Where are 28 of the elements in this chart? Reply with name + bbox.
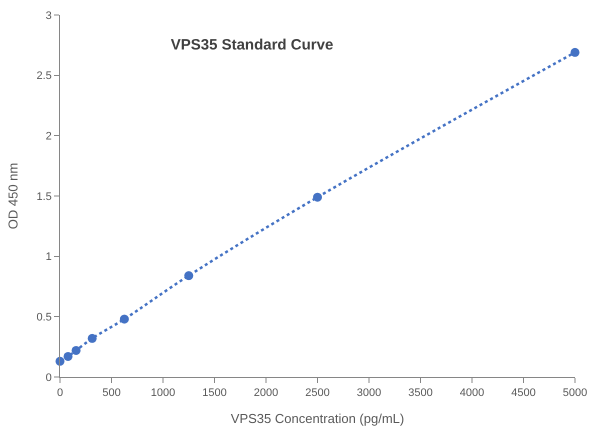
y-tick-label: 2 (46, 130, 52, 143)
x-tick-label: 4500 (511, 387, 536, 400)
point (313, 192, 322, 202)
point (88, 334, 97, 343)
y-tick-label: 3 (46, 10, 52, 22)
x-tick-label: 2000 (254, 387, 278, 400)
x-tick-label: 5000 (562, 387, 588, 400)
point (72, 346, 81, 355)
x-axis-title: VPS35 Concentration (pg/mL) (230, 410, 404, 426)
point (184, 271, 194, 280)
x-tick-label: 0 (56, 387, 64, 400)
x-tick-label: 500 (102, 387, 121, 400)
x-tick-label: 3000 (356, 387, 382, 400)
x-tick-label: 1500 (202, 387, 227, 400)
y-tick-label: 1 (46, 251, 52, 264)
text: VPS35 Standard Curve (170, 36, 334, 54)
x-tick-label: 3500 (408, 387, 433, 400)
y-tick-label: 0.5 (36, 312, 52, 324)
x-tick-label: 4000 (460, 387, 484, 400)
y-tick-label: 2.5 (36, 70, 52, 82)
x-tick-label: 2500 (305, 387, 330, 400)
point (120, 314, 129, 324)
x-tick-label: 1000 (150, 387, 176, 400)
point (64, 352, 73, 361)
y-axis-title: OD 450 nm (5, 162, 20, 230)
point (570, 48, 580, 57)
y-tick-label: 1.5 (36, 190, 52, 203)
y-tick-label: 0 (46, 372, 52, 384)
